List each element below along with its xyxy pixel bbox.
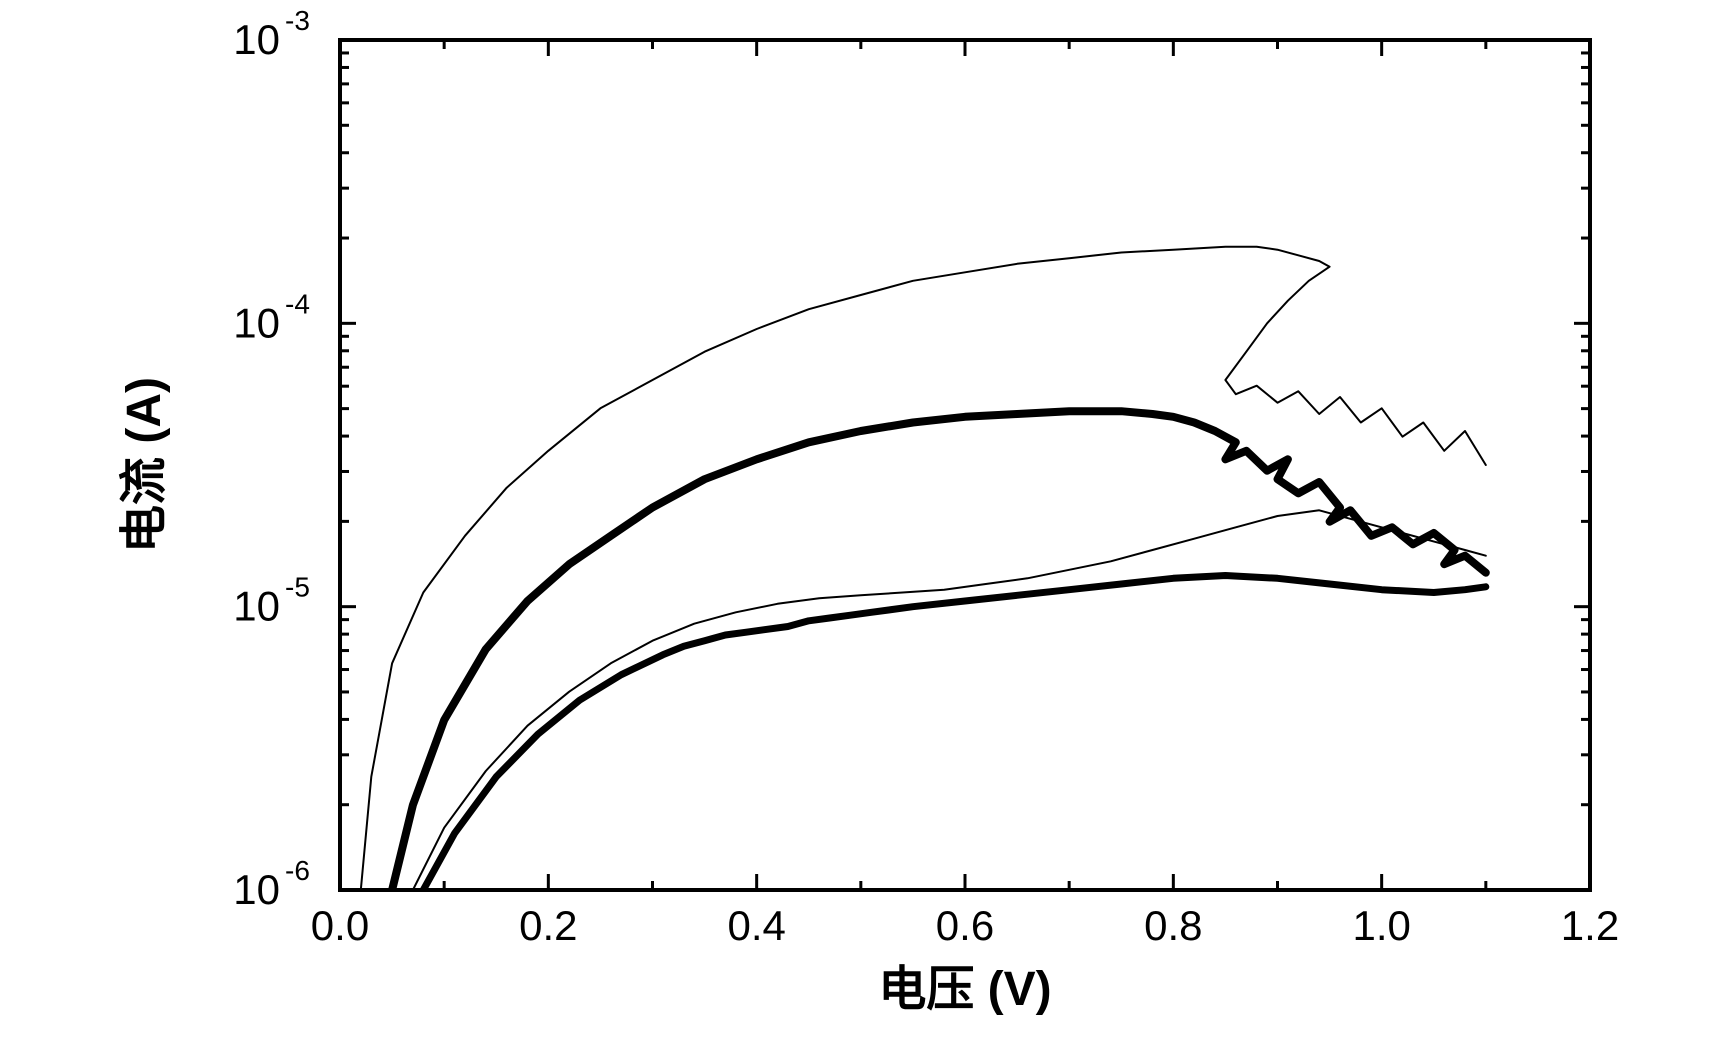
chart-container: 0.00.20.40.60.81.01.210-610-510-410-3电压 … (0, 0, 1712, 1064)
series-curve2-thick-middle (392, 411, 1486, 890)
ytick-label-group: 10-5 (233, 572, 310, 630)
plot-border (340, 40, 1590, 890)
x-axis-label: 电压 (V) (878, 963, 1051, 1016)
ytick-label-base: 10 (233, 866, 280, 913)
ytick-label-base: 10 (233, 299, 280, 346)
xtick-label: 0.2 (519, 902, 577, 949)
ytick-label-group: 10-4 (233, 288, 310, 346)
ytick-label-base: 10 (233, 16, 280, 63)
ytick-label-exp: -5 (285, 572, 310, 603)
xtick-label: 0.8 (1144, 902, 1202, 949)
xtick-label: 1.0 (1352, 902, 1410, 949)
xtick-label: 0.6 (936, 902, 994, 949)
ytick-label-group: 10-6 (233, 855, 310, 913)
chart-svg: 0.00.20.40.60.81.01.210-610-510-410-3电压 … (0, 0, 1712, 1064)
xtick-label: 0.4 (727, 902, 785, 949)
series-curve4-thick-lower (423, 576, 1486, 891)
ytick-label-base: 10 (233, 583, 280, 630)
ytick-label-exp: -4 (285, 288, 310, 319)
ytick-label-exp: -3 (285, 5, 310, 36)
series-curve1-thin-upper (361, 247, 1486, 890)
plot-series-group (361, 247, 1486, 890)
ytick-label-group: 10-3 (233, 5, 310, 63)
xtick-label: 1.2 (1561, 902, 1619, 949)
y-axis-label: 电流 (A) (118, 377, 171, 553)
series-curve3-thin-lower (413, 510, 1486, 890)
ytick-label-exp: -6 (285, 855, 310, 886)
xtick-label: 0.0 (311, 902, 369, 949)
